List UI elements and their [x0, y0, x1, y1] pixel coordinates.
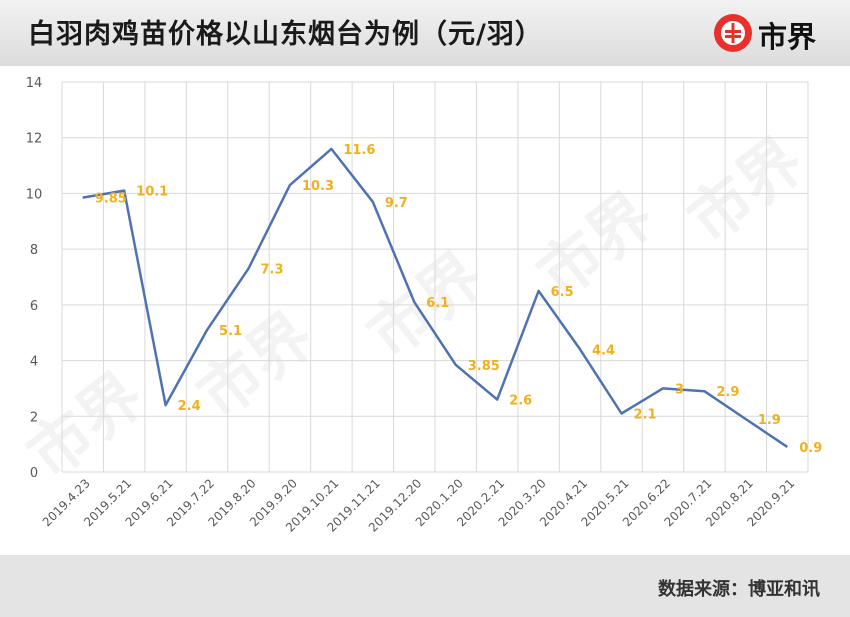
chart-header: 白羽肉鸡苗价格以山东烟台为例（元/羽） 市界	[0, 0, 850, 67]
logo-coin-icon	[714, 14, 752, 52]
chart-title: 白羽肉鸡苗价格以山东烟台为例（元/羽）	[28, 19, 543, 50]
data-label: 11.6	[343, 143, 375, 158]
data-label: 6.5	[551, 285, 574, 300]
data-label: 3.85	[468, 359, 500, 374]
line-chart: 024681012142019.4.232019.5.212019.6.2120…	[26, 76, 823, 535]
data-label: 9.7	[385, 196, 408, 211]
y-tick-label: 12	[26, 132, 43, 147]
data-label: 2.1	[634, 408, 657, 423]
y-tick-label: 14	[26, 76, 43, 91]
data-label: 7.3	[261, 263, 284, 278]
data-source: 数据来源：博亚和讯	[658, 579, 820, 600]
chart-footer: 数据来源：博亚和讯	[0, 555, 850, 617]
logo-text: 市界	[758, 20, 817, 54]
y-tick-label: 0	[30, 466, 38, 481]
data-label: 4.4	[592, 343, 615, 358]
data-label: 9.85	[95, 192, 127, 207]
y-tick-label: 8	[30, 243, 38, 258]
data-label: 2.9	[716, 385, 739, 400]
y-tick-label: 4	[30, 355, 38, 370]
series-line	[82, 147, 788, 448]
data-label: 10.1	[136, 185, 168, 200]
data-label: 3	[675, 382, 684, 397]
data-label: 5.1	[219, 324, 242, 339]
plot-area: 市界 市界 市界 市界 市界	[0, 66, 850, 552]
data-label: 10.3	[302, 179, 334, 194]
data-label: 2.4	[178, 399, 201, 414]
y-tick-label: 6	[30, 299, 38, 314]
y-tick-label: 2	[30, 410, 38, 425]
data-label: 6.1	[426, 296, 449, 311]
data-label: 2.6	[509, 394, 532, 409]
data-label: 1.9	[758, 413, 781, 428]
data-label: 0.9	[799, 441, 822, 456]
brand-logo: 市界	[712, 12, 832, 54]
y-tick-label: 10	[26, 187, 43, 202]
